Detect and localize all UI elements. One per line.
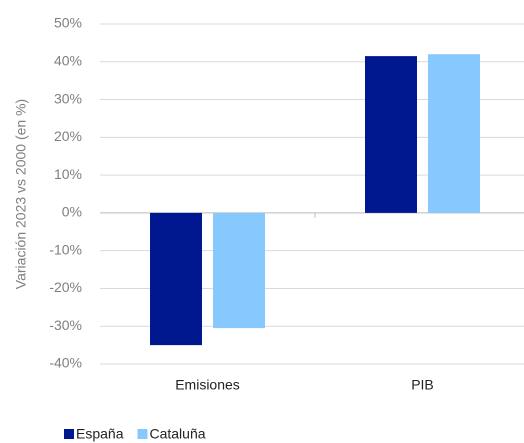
x-tick-label: PIB (411, 377, 434, 393)
y-tick-label: 10% (54, 166, 82, 182)
legend-text: Cataluña (149, 426, 205, 442)
legend-swatch (137, 429, 148, 439)
y-tick-label: -30% (49, 317, 82, 333)
y-tick-label: 30% (54, 90, 82, 106)
legend-swatch (64, 429, 74, 439)
x-tick-label: Emisiones (175, 377, 240, 393)
y-tick-label: -40% (49, 355, 82, 371)
y-tick-label: 40% (54, 52, 82, 68)
y-tick-label: 50% (54, 15, 82, 31)
y-tick-label: 20% (54, 128, 82, 144)
bar (150, 212, 202, 346)
bar (365, 56, 417, 213)
legend-text: España (76, 426, 124, 442)
y-tick-label: -10% (49, 241, 82, 257)
y-tick-label: 0% (62, 204, 82, 220)
bar (213, 212, 265, 329)
y-tick-label: -20% (49, 279, 82, 295)
y-axis-label: Variación 2023 vs 2000 (en %) (13, 99, 29, 289)
bar (428, 54, 480, 213)
